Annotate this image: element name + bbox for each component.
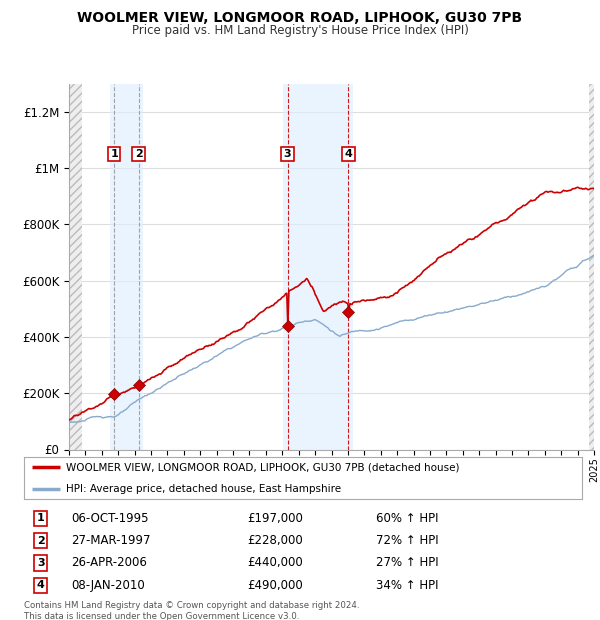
Text: WOOLMER VIEW, LONGMOOR ROAD, LIPHOOK, GU30 7PB (detached house): WOOLMER VIEW, LONGMOOR ROAD, LIPHOOK, GU… [66, 463, 460, 472]
Text: 26-APR-2006: 26-APR-2006 [71, 557, 148, 569]
Text: 3: 3 [37, 558, 44, 568]
Bar [283, 84, 353, 449]
Text: 2: 2 [134, 149, 142, 159]
Text: 4: 4 [344, 149, 352, 159]
Bar [110, 84, 143, 449]
Text: 1: 1 [37, 513, 44, 523]
Text: 3: 3 [284, 149, 292, 159]
Bar [69, 84, 82, 449]
Text: HPI: Average price, detached house, East Hampshire: HPI: Average price, detached house, East… [66, 484, 341, 494]
Text: Price paid vs. HM Land Registry's House Price Index (HPI): Price paid vs. HM Land Registry's House … [131, 24, 469, 37]
Text: £440,000: £440,000 [247, 557, 303, 569]
Text: £490,000: £490,000 [247, 579, 303, 591]
Text: 27% ↑ HPI: 27% ↑ HPI [376, 557, 438, 569]
Text: 34% ↑ HPI: 34% ↑ HPI [376, 579, 438, 591]
Text: 06-OCT-1995: 06-OCT-1995 [71, 512, 149, 525]
Text: £228,000: £228,000 [247, 534, 303, 547]
Text: WOOLMER VIEW, LONGMOOR ROAD, LIPHOOK, GU30 7PB: WOOLMER VIEW, LONGMOOR ROAD, LIPHOOK, GU… [77, 11, 523, 25]
Bar [589, 84, 594, 449]
Text: 1: 1 [110, 149, 118, 159]
Text: £197,000: £197,000 [247, 512, 303, 525]
Text: 2: 2 [37, 536, 44, 546]
Text: 72% ↑ HPI: 72% ↑ HPI [376, 534, 438, 547]
Text: 60% ↑ HPI: 60% ↑ HPI [376, 512, 438, 525]
Text: 4: 4 [37, 580, 44, 590]
Text: Contains HM Land Registry data © Crown copyright and database right 2024.
This d: Contains HM Land Registry data © Crown c… [24, 601, 359, 620]
Text: 08-JAN-2010: 08-JAN-2010 [71, 579, 145, 591]
Text: 27-MAR-1997: 27-MAR-1997 [71, 534, 151, 547]
